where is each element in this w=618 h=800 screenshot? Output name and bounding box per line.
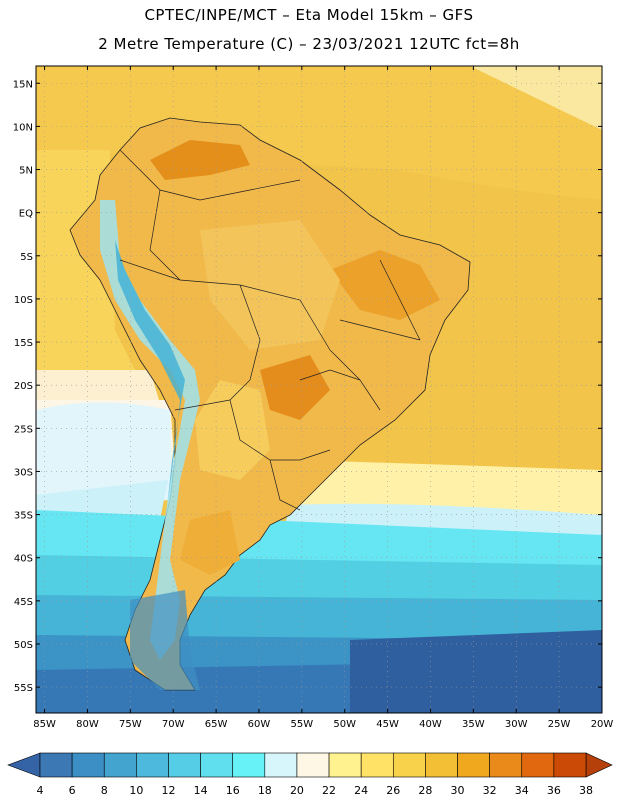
colorbar-swatch [425,752,458,778]
colorbar-swatch [264,752,298,778]
lon-label: 75W [119,719,142,730]
colorbar-swatch [521,752,555,778]
colorbar-label: 38 [579,784,593,797]
colorbar-label: 18 [258,784,272,797]
lon-label: 50W [333,719,356,730]
map-frame [35,65,603,714]
colorbar-label: 16 [226,784,240,797]
colorbar-label: 26 [386,784,400,797]
lon-label: 25W [548,719,571,730]
colorbar-label: 8 [101,784,108,797]
temperature-field [36,66,602,713]
lat-label: 50S [14,640,33,651]
colorbar-swatch [168,752,201,778]
lat-label: 20S [14,381,33,392]
colorbar-label: 4 [37,784,44,797]
colorbar-label: 20 [290,784,304,797]
colorbar-swatch [328,752,362,778]
lon-label: 70W [162,719,185,730]
lat-label: 30S [14,467,33,478]
lat-label: 10S [14,295,33,306]
colorbar-swatch [39,752,73,778]
lon-label: 45W [376,719,399,730]
colorbar-over-arrow [585,752,613,778]
lat-label: 55S [14,683,33,694]
lon-label: 40W [419,719,442,730]
lon-label: 35W [462,719,485,730]
lat-label: 45S [14,597,33,608]
lat-label: 25S [14,424,33,435]
colorbar-swatch [136,752,169,778]
colorbar: 4 6 8 10 12 14 16 18 20 22 24 26 28 30 32 34 36 38 [7,752,613,797]
colorbar-label: 34 [515,784,529,797]
colorbar-swatch [360,752,394,778]
lat-label: 5N [19,166,33,177]
colorbar-label: 14 [194,784,208,797]
colorbar-under-arrow [7,752,41,778]
colorbar-swatch [457,752,490,778]
colorbar-swatch [200,752,234,778]
lon-label: 55W [291,719,314,730]
colorbar-label: 30 [451,784,465,797]
lon-label: 80W [76,719,99,730]
colorbar-label: 32 [483,784,497,797]
lat-label: 10N [13,122,33,133]
colorbar-label: 22 [322,784,336,797]
latitude-axis: 15N 10N 5N EQ 5S 10S 15S 20S 25S 30S 35S 40S 45S 50S 5… [13,79,602,694]
colorbar-swatch [489,752,523,778]
lon-label: 60W [248,719,271,730]
lon-label: 20W [591,719,614,730]
longitude-axis: 85W 80W 75W 70W 65W 60W 55W 50W 45W 40W 35W 30W 25W 2… [33,66,613,730]
colorbar-swatch [103,752,137,778]
colorbar-label: 12 [161,784,175,797]
colorbar-label: 28 [418,784,432,797]
colorbar-swatch [232,752,266,778]
lat-label: 5S [20,252,33,263]
colorbar-label: 36 [547,784,561,797]
header-subtitle: 2 Metre Temperature (C) – 23/03/2021 12U… [98,35,520,53]
colorbar-label: 24 [354,784,368,797]
lat-label: EQ [19,209,33,220]
lon-label: 65W [205,719,228,730]
colorbar-swatch [553,752,587,778]
colorbar-label: 10 [129,784,143,797]
lat-label: 40S [14,554,33,565]
header-title: CPTEC/INPE/MCT – Eta Model 15km – GFS [144,6,474,24]
colorbar-swatch [296,752,330,778]
lat-label: 15S [14,338,33,349]
colorbar-swatch [71,752,105,778]
lat-label: 35S [14,511,33,522]
lon-label: 30W [505,719,528,730]
colorbar-label: 6 [69,784,76,797]
lon-label: 85W [33,719,56,730]
colorbar-swatch [392,752,426,778]
lat-label: 15N [13,79,33,90]
